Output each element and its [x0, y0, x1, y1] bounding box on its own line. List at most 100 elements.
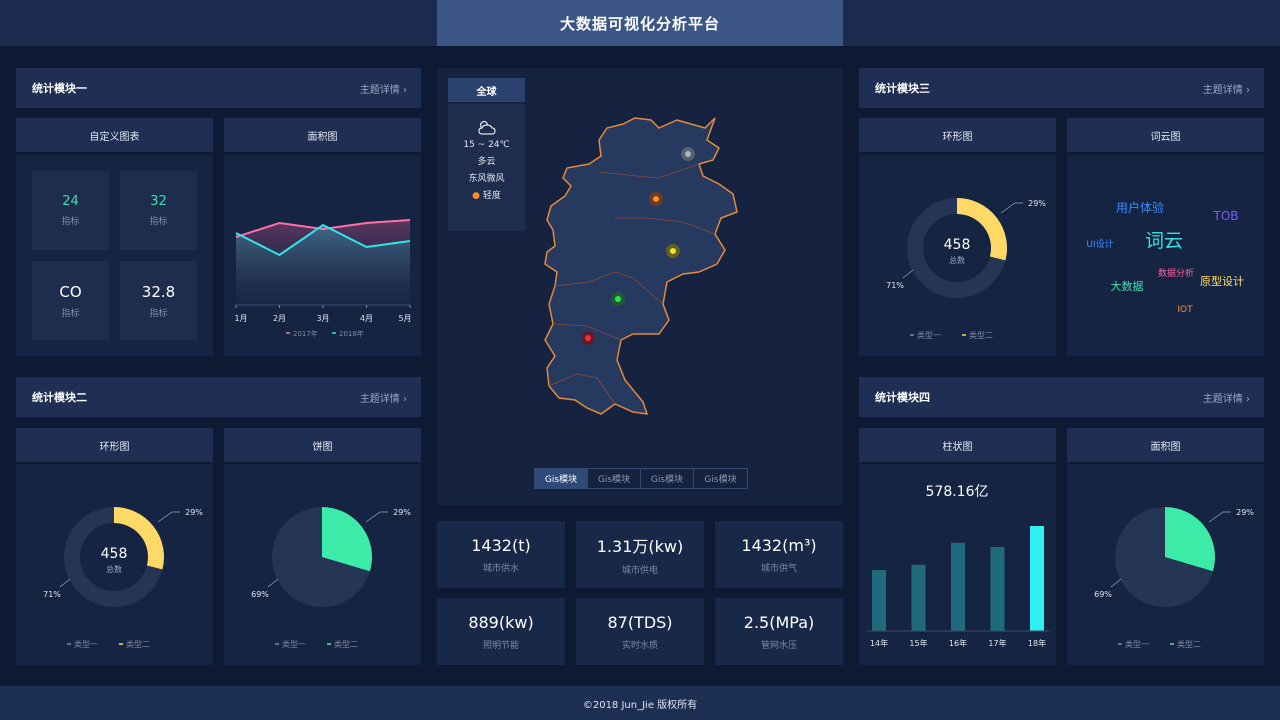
- weather-desc: 多云: [477, 157, 496, 167]
- stat-label: 实时水质: [621, 640, 658, 651]
- ring-chart-panel: 458 总数 29% 71% 类型一 类型二: [859, 155, 1056, 356]
- module4-detail-link[interactable]: 主题详情 ›: [1202, 393, 1250, 405]
- bar: [990, 547, 1005, 631]
- global-button[interactable]: 全球: [448, 78, 525, 102]
- word-cloud-word: 数据分析: [1158, 267, 1194, 279]
- pie-chart-panel: 29% 69% 类型一 类型二: [224, 464, 421, 665]
- module1-header: 统计模块一 主题详情 ›: [16, 68, 421, 108]
- area-chart: 1月 2月 3月 4月 5月 2017年 2018年: [234, 219, 412, 338]
- slice-label-leader: [902, 269, 914, 279]
- pie-chart-title: 饼图: [224, 428, 421, 462]
- slice-label-leader: [365, 511, 388, 523]
- stat-card: 889(kw) 照明节能: [437, 598, 565, 665]
- stat-value: 2.5(MPa): [743, 612, 815, 632]
- bar: [1030, 526, 1044, 631]
- stat-card: 87(TDS) 实时水质: [576, 598, 704, 665]
- x-tick-label: 3月: [316, 314, 329, 323]
- slice-label: 29%: [393, 508, 411, 517]
- map-region-border: [552, 323, 622, 341]
- module3-title: 统计模块三: [875, 82, 930, 95]
- stat-label: 管网水压: [760, 640, 797, 651]
- slice-label: 29%: [1028, 199, 1046, 208]
- donut-center-value: 458: [101, 546, 128, 562]
- slice-label-leader: [157, 511, 180, 523]
- donut-slice: [113, 507, 164, 570]
- pie-slice: [1165, 507, 1215, 572]
- ring-chart: 458 总数 29% 71% 类型一 类型二: [43, 507, 203, 649]
- module3-header: 统计模块三 主题详情 ›: [859, 68, 1264, 108]
- kpi-card: 32 指标: [120, 171, 197, 250]
- legend-label: 类型一: [1125, 639, 1149, 649]
- slice-label-leader: [1000, 202, 1023, 214]
- word-cloud-panel: 用户体验 TOB UI设计 词云 数据分析 原型设计 大数据 IOT: [1067, 155, 1264, 356]
- stat-label: 城市供气: [760, 563, 797, 574]
- slice-label-leader: [1110, 578, 1122, 588]
- stat-value: 889(kw): [468, 612, 534, 632]
- x-tick-label: 18年: [1028, 638, 1046, 648]
- tab-gis-1[interactable]: Gis模块: [535, 469, 588, 488]
- map-region-outline: [544, 117, 738, 415]
- region-map[interactable]: [437, 68, 843, 505]
- slice-label: 29%: [1236, 508, 1254, 517]
- kpi-value: 32.8: [141, 282, 176, 301]
- stat-label: 城市供电: [621, 566, 658, 576]
- tab-gis-4[interactable]: Gis模块: [704, 475, 737, 485]
- module3-detail-link[interactable]: 主题详情 ›: [1202, 84, 1250, 96]
- word-cloud-word: 原型设计: [1200, 274, 1244, 288]
- chart-legend: 类型一 类型二: [67, 639, 150, 649]
- map-marker-dot: [615, 296, 621, 302]
- module2-detail-link[interactable]: 主题详情 ›: [359, 393, 407, 405]
- slice-label: 69%: [1094, 590, 1112, 599]
- x-tick-label: 2月: [273, 314, 286, 323]
- weather-temp: 15 ~ 24℃: [463, 140, 510, 150]
- footer: ©2018 Jun_Jie 版权所有: [0, 686, 1280, 720]
- weather-card: 15 ~ 24℃ 多云 东风微风 ● 轻度: [448, 104, 525, 231]
- module1-detail-link[interactable]: 主题详情 ›: [359, 84, 407, 96]
- bar-chart-panel: 578.16亿 14年 15年 16年 17年 18年: [859, 464, 1056, 665]
- pie-chart-2-panel: 29% 69% 类型一 类型二: [1067, 464, 1264, 665]
- cloud-sun-icon: [477, 120, 496, 135]
- tab-gis-3[interactable]: Gis模块: [641, 469, 694, 488]
- legend-label: 类型二: [1177, 639, 1201, 649]
- legend-label: 类型一: [282, 639, 306, 649]
- gis-tabs: Gis模块 Gis模块 Gis模块 Gis模块: [534, 468, 748, 489]
- donut-center-label: 总数: [949, 255, 965, 265]
- legend-label: 类型二: [126, 639, 150, 649]
- x-tick-label: 5月: [398, 314, 411, 323]
- air-quality-label: 轻度: [482, 191, 501, 201]
- map-marker-dot: [585, 335, 591, 341]
- air-quality: ● 轻度: [472, 188, 501, 201]
- map-marker-dot: [653, 196, 659, 202]
- word-cloud-word: TOB: [1212, 209, 1238, 223]
- legend-label: 类型二: [969, 330, 993, 340]
- pie-chart: 29% 69% 类型一 类型二: [251, 507, 411, 649]
- legend-label: 类型一: [917, 330, 941, 340]
- x-tick-label: 16年: [949, 638, 967, 648]
- stat-card: 1.31万(kw) 城市供电: [576, 521, 704, 588]
- module2-title: 统计模块二: [32, 391, 87, 404]
- x-tick-label: 4月: [360, 314, 373, 323]
- x-tick-label: 15年: [909, 638, 927, 648]
- tab-gis-2[interactable]: Gis模块: [588, 469, 641, 488]
- series-line: [235, 219, 411, 238]
- slice-label-leader: [1208, 511, 1231, 523]
- word-cloud-word: 大数据: [1111, 279, 1144, 293]
- x-tick-label: 14年: [870, 638, 888, 648]
- kpi-label: 指标: [149, 217, 168, 227]
- series-line: [235, 223, 411, 257]
- kpi-label: 指标: [61, 308, 80, 319]
- word-cloud-word: IOT: [1177, 305, 1193, 315]
- area-chart-title: 面积图: [224, 118, 421, 152]
- module4-title: 统计模块四: [875, 391, 930, 404]
- area-chart-2-title: 面积图: [1067, 428, 1264, 462]
- donut-center-value: 458: [944, 237, 971, 253]
- word-cloud-word: UI设计: [1086, 238, 1113, 250]
- ring-chart-title: 环形图: [859, 118, 1056, 152]
- kpi-card: 24 指标: [32, 171, 109, 250]
- x-tick-label: 17年: [988, 638, 1006, 648]
- page-title: 大数据可视化分析平台: [437, 0, 843, 46]
- map-marker-dot: [670, 248, 676, 254]
- map-marker-dot: [685, 151, 691, 157]
- legend-label: 类型二: [334, 639, 358, 649]
- kpi-value: CO: [59, 282, 82, 301]
